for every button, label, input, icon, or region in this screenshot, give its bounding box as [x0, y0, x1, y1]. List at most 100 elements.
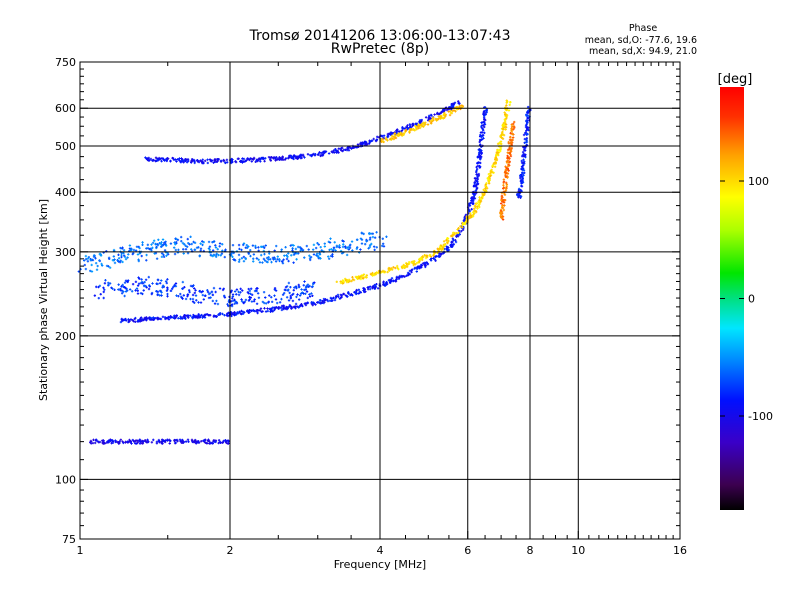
- chart-title: Tromsø 20141206 13:06:00-13:07:43: [249, 28, 511, 44]
- data-point: [382, 280, 385, 283]
- data-point: [450, 111, 454, 115]
- data-point: [233, 290, 237, 293]
- y-tick-label: 75: [62, 533, 76, 546]
- data-point: [283, 288, 287, 292]
- data-point: [504, 123, 508, 126]
- data-point: [273, 294, 276, 297]
- data-point: [189, 284, 193, 288]
- data-point: [504, 113, 507, 116]
- data-point: [411, 122, 415, 125]
- data-point: [134, 289, 137, 292]
- data-point: [287, 288, 290, 291]
- data-point: [373, 236, 377, 239]
- data-point: [290, 254, 293, 257]
- data-point: [274, 260, 278, 263]
- data-point: [481, 124, 485, 127]
- data-point: [423, 254, 427, 257]
- data-point: [301, 304, 304, 308]
- data-point: [180, 441, 183, 445]
- data-point: [108, 282, 112, 285]
- data-point: [108, 266, 112, 269]
- data-point: [249, 248, 252, 252]
- data-point: [137, 282, 141, 285]
- data-point: [119, 320, 123, 324]
- data-point: [306, 296, 309, 300]
- data-point: [442, 108, 445, 111]
- data-point: [327, 152, 331, 155]
- data-point: [255, 287, 258, 290]
- data-point: [405, 274, 408, 277]
- data-point: [507, 142, 511, 145]
- data-point: [117, 257, 121, 260]
- data-point: [292, 244, 295, 247]
- data-point: [511, 132, 514, 136]
- data-point: [231, 297, 234, 300]
- data-point: [521, 176, 524, 180]
- scatter-points-layer: [77, 99, 532, 445]
- data-point: [493, 165, 497, 168]
- data-point: [501, 137, 505, 140]
- data-point: [309, 255, 313, 259]
- data-point: [106, 440, 109, 443]
- data-point: [477, 200, 480, 204]
- data-point: [390, 267, 393, 270]
- data-point: [214, 315, 217, 318]
- data-point: [500, 206, 504, 209]
- data-point: [128, 244, 132, 247]
- data-point: [402, 133, 405, 137]
- data-point: [478, 196, 481, 199]
- data-point: [258, 261, 262, 264]
- data-point: [299, 156, 302, 160]
- data-point: [152, 316, 155, 319]
- data-point: [218, 311, 222, 315]
- data-point: [202, 240, 205, 244]
- data-point: [251, 244, 255, 247]
- data-point: [357, 277, 361, 280]
- data-point: [86, 260, 90, 263]
- data-point: [249, 254, 252, 258]
- data-point: [432, 254, 435, 257]
- data-point: [173, 241, 176, 244]
- data-point: [201, 316, 204, 319]
- data-point: [374, 139, 378, 142]
- data-point: [521, 171, 524, 174]
- data-point: [523, 149, 527, 152]
- data-point: [89, 269, 92, 273]
- data-point: [448, 113, 452, 117]
- data-point: [523, 154, 526, 158]
- data-point: [287, 281, 291, 285]
- data-point: [182, 248, 185, 251]
- data-point: [223, 255, 226, 259]
- data-point: [432, 257, 435, 260]
- data-point: [263, 160, 266, 163]
- data-point: [417, 123, 420, 126]
- data-point: [237, 293, 241, 297]
- data-point: [375, 246, 378, 249]
- data-point: [298, 294, 302, 297]
- data-point: [160, 241, 163, 244]
- data-point: [511, 136, 515, 139]
- data-point: [381, 140, 385, 143]
- data-point: [184, 297, 188, 301]
- data-point: [248, 289, 252, 293]
- data-point: [171, 156, 175, 160]
- data-point: [406, 124, 409, 127]
- data-point: [501, 218, 505, 221]
- data-point: [180, 316, 184, 320]
- data-point: [138, 442, 142, 445]
- data-point: [522, 174, 525, 177]
- data-point: [390, 134, 394, 138]
- data-point: [395, 275, 399, 279]
- data-point: [281, 156, 284, 159]
- data-point: [136, 253, 140, 256]
- data-point: [199, 301, 203, 304]
- data-point: [253, 310, 257, 313]
- data-point: [150, 249, 153, 252]
- data-point: [372, 273, 376, 277]
- data-point: [469, 214, 473, 217]
- data-point: [447, 246, 450, 249]
- data-point: [278, 301, 282, 304]
- data-point: [238, 258, 241, 261]
- data-point: [310, 292, 313, 295]
- data-point: [371, 235, 375, 239]
